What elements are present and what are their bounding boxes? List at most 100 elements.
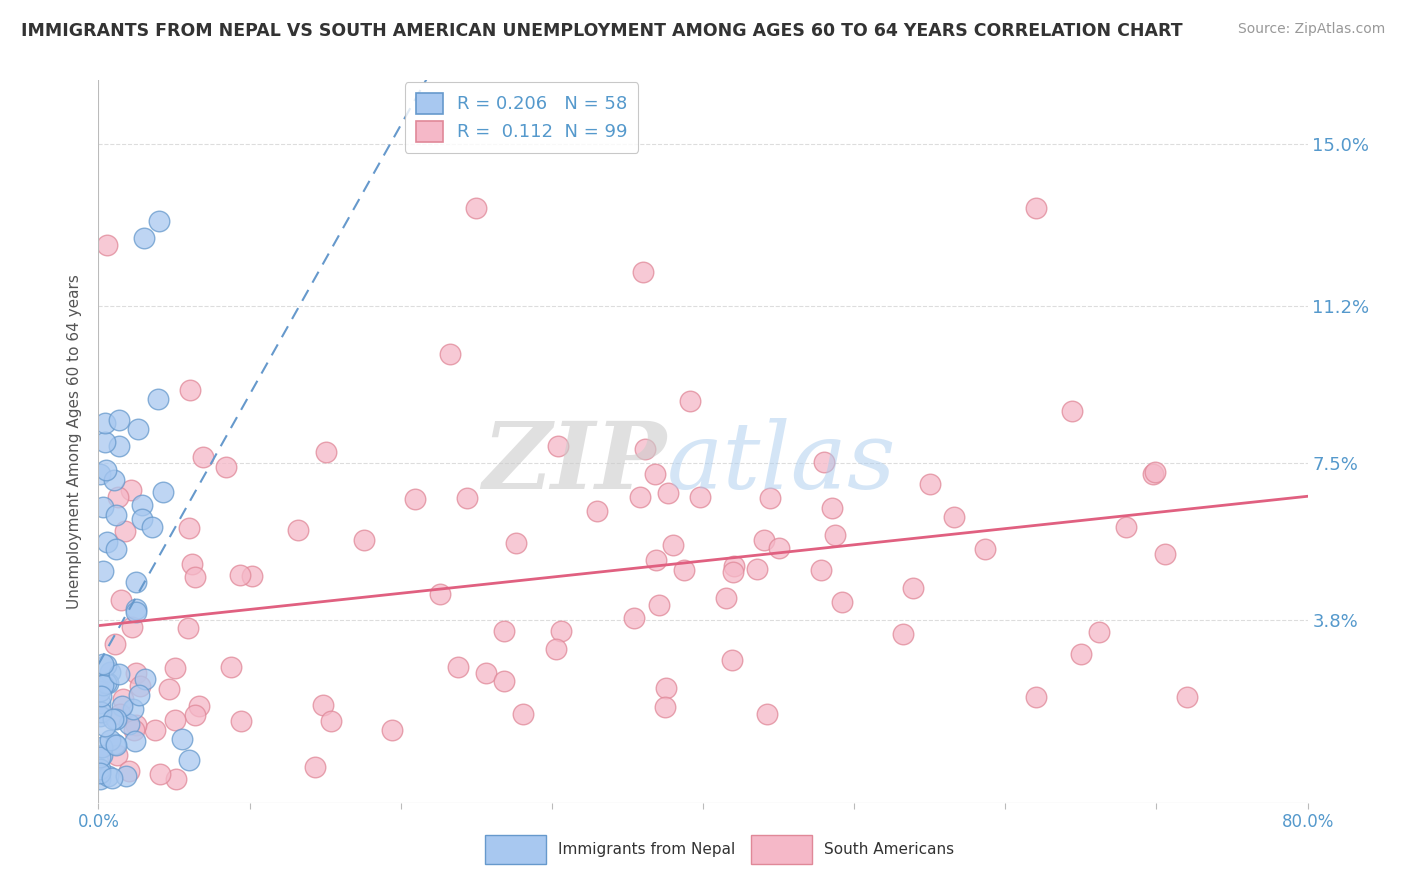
Point xyxy=(901,581,924,595)
Point xyxy=(229,568,252,582)
Point xyxy=(110,593,132,607)
Text: Source: ZipAtlas.com: Source: ZipAtlas.com xyxy=(1237,22,1385,37)
Point xyxy=(122,723,145,738)
Point xyxy=(101,712,124,726)
Point xyxy=(672,564,695,578)
Point xyxy=(118,764,141,778)
Point xyxy=(90,705,112,719)
Point xyxy=(1142,467,1164,481)
Point xyxy=(623,610,645,624)
Point xyxy=(512,707,534,722)
Point xyxy=(91,747,114,762)
Point xyxy=(122,702,145,716)
Point xyxy=(319,714,342,728)
Point xyxy=(304,759,326,773)
Point xyxy=(439,346,461,360)
Point xyxy=(141,519,163,533)
Point xyxy=(89,684,111,698)
Point xyxy=(97,768,120,782)
Point xyxy=(94,416,117,430)
Point xyxy=(129,679,152,693)
Point xyxy=(105,747,128,762)
Point xyxy=(101,771,124,785)
Point xyxy=(353,533,375,547)
Point xyxy=(1060,403,1083,417)
Point xyxy=(756,706,779,721)
Text: Immigrants from Nepal: Immigrants from Nepal xyxy=(558,842,735,857)
Point xyxy=(89,772,111,786)
Point xyxy=(219,660,242,674)
Point xyxy=(447,660,470,674)
Point xyxy=(110,706,132,721)
FancyBboxPatch shape xyxy=(751,835,811,864)
Point xyxy=(821,501,844,516)
Point xyxy=(747,562,769,576)
Point xyxy=(505,536,527,550)
Point xyxy=(231,714,253,729)
Point xyxy=(103,473,125,487)
Point xyxy=(131,498,153,512)
FancyBboxPatch shape xyxy=(485,835,546,864)
Point xyxy=(125,605,148,619)
Point xyxy=(474,666,496,681)
Y-axis label: Unemployment Among Ages 60 to 64 years: Unemployment Among Ages 60 to 64 years xyxy=(67,274,83,609)
Point xyxy=(193,450,215,464)
Point xyxy=(893,626,915,640)
Point xyxy=(125,601,148,615)
Point xyxy=(179,383,201,397)
Point xyxy=(104,508,127,522)
Point xyxy=(163,661,186,675)
Point xyxy=(628,490,651,504)
Point xyxy=(456,491,478,505)
Point xyxy=(107,413,129,427)
Point xyxy=(721,565,744,579)
Point xyxy=(1115,519,1137,533)
Point xyxy=(89,696,111,710)
Text: South Americans: South Americans xyxy=(824,842,955,857)
Point xyxy=(96,535,118,549)
Point xyxy=(973,541,995,556)
Point xyxy=(96,238,118,252)
Point xyxy=(1088,624,1111,639)
Point xyxy=(89,749,111,764)
Point xyxy=(1070,647,1092,661)
Point xyxy=(89,766,111,780)
Point xyxy=(91,564,114,578)
Point xyxy=(91,657,114,671)
Point xyxy=(679,394,702,409)
Point xyxy=(586,504,609,518)
Point xyxy=(810,563,832,577)
Text: atlas: atlas xyxy=(666,418,896,508)
Point xyxy=(108,666,131,681)
Point xyxy=(179,753,201,767)
Legend: R = 0.206   N = 58, R =  0.112  N = 99: R = 0.206 N = 58, R = 0.112 N = 99 xyxy=(405,82,638,153)
Point xyxy=(655,681,678,696)
Point xyxy=(381,723,404,737)
Point xyxy=(759,491,782,505)
Point xyxy=(89,708,111,723)
Point xyxy=(121,620,143,634)
Point xyxy=(831,595,853,609)
Point xyxy=(312,698,335,712)
Point xyxy=(91,740,114,755)
Point xyxy=(429,587,451,601)
Point xyxy=(91,678,114,692)
Point xyxy=(287,524,309,538)
Point xyxy=(124,666,146,681)
Point xyxy=(143,723,166,737)
Point xyxy=(184,707,207,722)
Point xyxy=(93,719,115,733)
Point xyxy=(114,524,136,538)
Point xyxy=(177,521,200,535)
Point xyxy=(752,533,775,547)
Point xyxy=(97,675,120,690)
Point xyxy=(465,201,488,215)
Point xyxy=(187,699,209,714)
Point xyxy=(93,500,115,515)
Point xyxy=(177,621,200,635)
Point xyxy=(104,637,127,651)
Point xyxy=(648,599,671,613)
Point xyxy=(180,557,202,571)
Point xyxy=(124,717,146,731)
Point xyxy=(714,591,737,606)
